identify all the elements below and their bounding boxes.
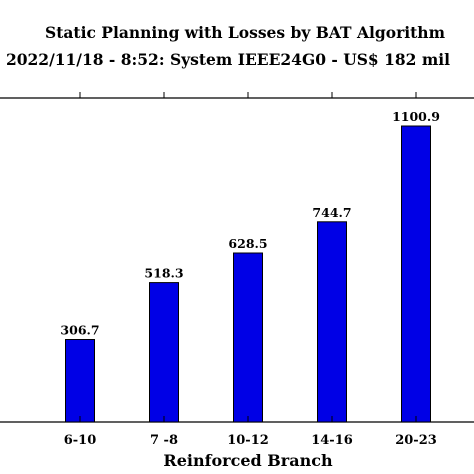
x-tick-label: 20-23 (395, 433, 437, 448)
x-tick-label: 7 -8 (150, 433, 178, 448)
bar-value-label: 306.7 (60, 323, 99, 338)
x-tick-label: 6-10 (64, 433, 97, 448)
chart-title: Static Planning with Losses by BAT Algor… (45, 23, 446, 42)
chart-subtitle: 2022/11/18 - 8:52: System IEEE24G0 - US$… (6, 50, 450, 69)
x-tick-label: 14-16 (311, 433, 353, 448)
bar-value-label: 628.5 (228, 236, 267, 251)
bar-10-12 (233, 252, 263, 423)
bars (65, 125, 431, 423)
bar-value-label: 744.7 (312, 205, 351, 220)
bar-14-16 (317, 221, 347, 423)
bar-6-10 (65, 339, 95, 423)
bar-value-label: 518.3 (144, 266, 183, 281)
x-tick-label: 10-12 (227, 433, 269, 448)
bottom-ticks (79, 416, 417, 422)
x-axis-label: Reinforced Branch (163, 451, 333, 470)
x-tick-labels: 6-10 7 -8 10-12 14-16 20-23 (64, 433, 437, 448)
bar-value-labels: 306.7 518.3 628.5 744.7 1100.9 (60, 109, 440, 338)
bar-7 -8 (149, 282, 179, 423)
top-ticks (79, 92, 417, 98)
bar-20-23 (401, 125, 431, 423)
bar-value-label: 1100.9 (392, 109, 440, 124)
